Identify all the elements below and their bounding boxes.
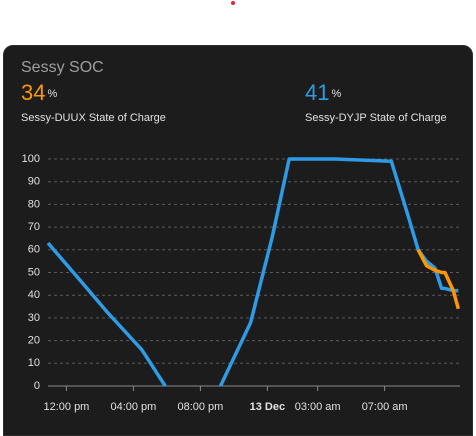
series-line (46, 157, 459, 387)
stat-label: Sessy-DUUX State of Charge (21, 112, 166, 124)
status-dot (231, 1, 235, 5)
y-tick-label: 0 (34, 380, 40, 392)
card-title: Sessy SOC (21, 59, 104, 76)
y-tick-label: 80 (28, 198, 40, 210)
y-tick-label: 70 (28, 221, 40, 233)
series-line (416, 248, 461, 310)
stat-number: 34 (21, 80, 45, 105)
stat-value: 34% (21, 80, 57, 105)
x-tick-label: 13 Dec (250, 401, 285, 413)
y-tick-label: 30 (28, 312, 40, 324)
stat-unit: % (47, 88, 57, 100)
stat-value: 41% (305, 80, 341, 105)
x-tick-label: 08:00 pm (177, 401, 223, 413)
y-tick-label: 60 (28, 244, 40, 256)
stat-number: 41 (305, 80, 329, 105)
x-tick-label: 07:00 am (362, 401, 408, 413)
card (3, 45, 473, 436)
x-tick-label: 03:00 am (295, 401, 341, 413)
y-tick-label: 90 (28, 176, 40, 188)
x-tick-label: 04:00 pm (110, 401, 156, 413)
stat-unit: % (331, 88, 341, 100)
x-tick-label: 12:00 pm (43, 401, 89, 413)
y-tick-label: 10 (28, 357, 40, 369)
stat-label: Sessy-DYJP State of Charge (305, 112, 447, 124)
y-tick-label: 50 (28, 266, 40, 278)
y-tick-label: 40 (28, 289, 40, 301)
y-tick-label: 20 (28, 335, 40, 347)
y-tick-label: 100 (22, 153, 40, 165)
